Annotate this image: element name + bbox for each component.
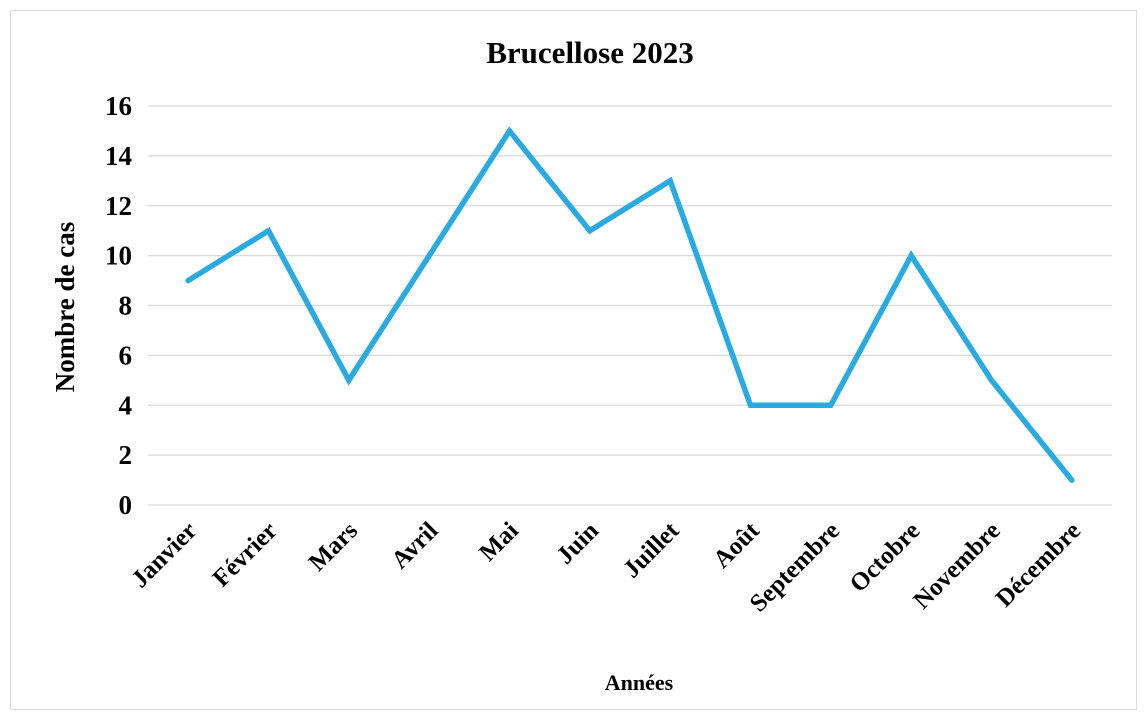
chart-frame	[10, 10, 1137, 710]
data-point-octobre	[908, 253, 914, 259]
y-tick-label: 10	[105, 241, 132, 271]
x-axis-label: Années	[605, 670, 674, 695]
series-line-0	[185, 126, 1075, 483]
x-tick-label: Février	[208, 517, 283, 592]
data-point-mars	[346, 377, 352, 383]
x-tick-label: Mars	[304, 517, 364, 577]
x-tick-label: Juin	[552, 517, 605, 570]
y-tick-label: 8	[119, 291, 133, 321]
data-point-décembre	[1069, 477, 1075, 483]
data-point-avril	[426, 253, 432, 259]
y-tick-label: 0	[119, 490, 133, 520]
data-point-février	[265, 228, 272, 234]
data-point-août	[747, 402, 754, 408]
x-tick-label: Janvier	[126, 517, 202, 593]
y-axis-ticks: 0 2 4 6 8 10 12 14 16	[105, 91, 132, 520]
x-tick-label: Août	[708, 517, 765, 574]
x-tick-label: Juillet	[618, 517, 685, 584]
y-axis-label: Nombre de cas	[50, 222, 80, 392]
data-point-mai	[506, 128, 513, 134]
x-tick-label: Novembre	[908, 517, 1005, 614]
data-point-novembre	[988, 377, 995, 383]
gridlines	[148, 105, 1112, 506]
x-tick-label: Mai	[474, 517, 524, 567]
y-tick-label: 2	[119, 440, 133, 470]
chart-title: Brucellose 2023	[486, 35, 694, 70]
y-tick-label: 16	[105, 91, 132, 121]
x-tick-label: Octobre	[845, 517, 926, 598]
series-layer	[185, 126, 1075, 483]
x-axis-ticks: Janvier Février Mars Avril Mai Juin Juillet Aoû…	[126, 517, 1086, 618]
y-tick-label: 14	[105, 141, 132, 171]
x-tick-label: Avril	[386, 517, 443, 574]
data-point-septembre	[828, 402, 834, 408]
x-tick-label: Décembre	[991, 517, 1086, 612]
y-tick-label: 12	[105, 191, 132, 221]
y-tick-label: 6	[119, 340, 133, 370]
data-point-janvier	[185, 277, 191, 284]
data-point-juin	[587, 228, 593, 234]
data-point-juillet	[667, 178, 673, 184]
y-tick-label: 4	[119, 390, 133, 420]
